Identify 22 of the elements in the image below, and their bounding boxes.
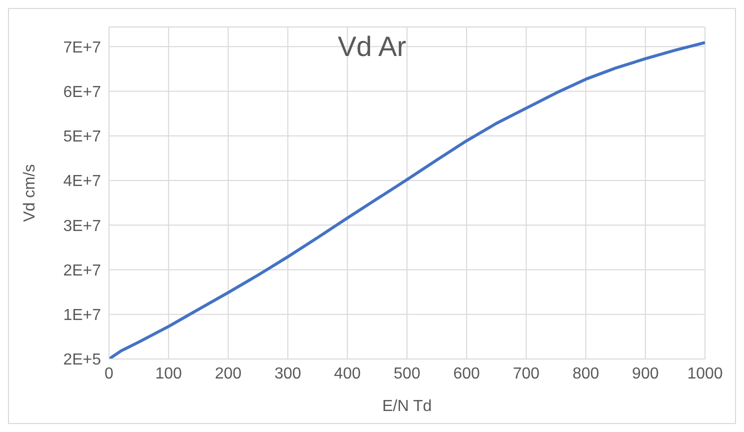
x-tick-label: 900	[632, 365, 659, 382]
y-tick-label: 2E+7	[63, 262, 102, 280]
x-tick-label: 400	[334, 365, 361, 382]
chart-title: Vd Ar	[338, 31, 406, 62]
y-tick-label: 3E+7	[63, 218, 102, 235]
y-tick-label: 4E+7	[63, 173, 102, 190]
x-tick-label: 700	[512, 365, 540, 382]
x-tick-label: 600	[453, 365, 480, 382]
y-tick-label: 6E+7	[63, 84, 102, 101]
x-axis-title: E/N Td	[382, 398, 432, 415]
x-tick-label: 100	[155, 365, 182, 382]
y-tick-label: 2E+5	[63, 352, 102, 369]
x-tick-label: 200	[214, 365, 242, 382]
x-tick-label: 500	[394, 365, 420, 382]
y-tick-label: 7E+7	[63, 39, 102, 56]
x-tick-label: 1000	[687, 365, 723, 382]
y-tick-label: 5E+7	[63, 128, 102, 146]
x-tick-label: 300	[274, 365, 302, 382]
x-tick-label: 800	[572, 365, 600, 382]
y-axis-title: Vd cm/s	[22, 164, 39, 222]
y-tick-label: 1E+7	[63, 307, 102, 324]
x-tick-label: 0	[104, 365, 114, 382]
